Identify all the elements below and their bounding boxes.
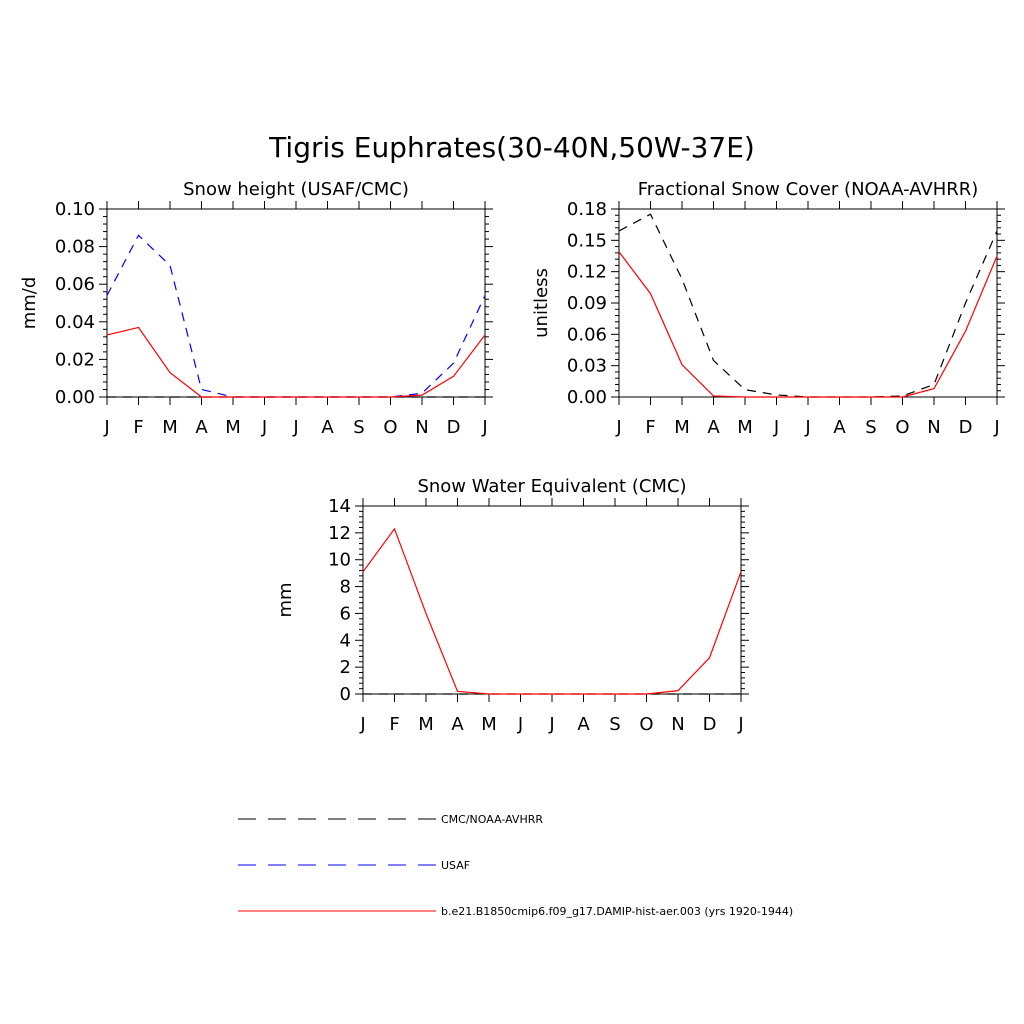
x-tick-label: J: [615, 417, 621, 438]
x-tick-label: J: [737, 714, 743, 735]
y-axis-label: unitless: [531, 268, 552, 338]
x-tick-label: O: [895, 417, 909, 438]
series-line-0: [618, 213, 998, 398]
y-tick-label: 0.06: [55, 274, 95, 295]
y-tick-label: 2: [340, 657, 351, 678]
y-tick-label: 0.08: [55, 237, 95, 258]
chart-panel-1: Fractional Snow Cover (NOAA-AVHRR) 0.00 0.…: [531, 179, 1005, 438]
y-tick-label: 12: [328, 523, 351, 544]
x-tick-label: O: [639, 714, 653, 735]
x-tick-label: D: [447, 417, 461, 438]
series-line-2: [106, 326, 486, 398]
x-tick-label: A: [707, 417, 720, 438]
x-tick-label: J: [517, 714, 523, 735]
x-tick-label: A: [577, 714, 590, 735]
x-tick-label: J: [292, 417, 298, 438]
y-tick-label: 0.02: [55, 349, 95, 370]
x-tick-label: S: [865, 417, 876, 438]
x-tick-label: D: [703, 714, 717, 735]
series-line-1: [362, 527, 742, 695]
legend: CMC/NOAA-AVHRR USAF b.e21.B1850cmip6.f09_g…: [238, 813, 793, 918]
y-axis-label: mm: [275, 582, 296, 617]
y-tick-label: 10: [328, 550, 351, 571]
y-tick-label: 0.18: [567, 199, 607, 220]
legend-label-0: CMC/NOAA-AVHRR: [441, 813, 543, 826]
y-tick-label: 0.04: [55, 312, 95, 333]
x-tick-label: J: [993, 417, 999, 438]
x-tick-label: S: [353, 417, 364, 438]
y-tick-label: 0.03: [567, 356, 607, 377]
x-tick-label: O: [383, 417, 397, 438]
y-tick-label: 0.15: [567, 230, 607, 251]
x-tick-label: M: [162, 417, 178, 438]
y-tick-label: 0.00: [55, 387, 95, 408]
x-tick-label: A: [321, 417, 334, 438]
x-tick-label: N: [671, 714, 684, 735]
x-tick-label: J: [773, 417, 779, 438]
series-line-1: [618, 251, 998, 398]
chart-panel-0: Snow height (USAF/CMC) 0.00 0.02 0.04 0.06 0.…: [19, 179, 493, 438]
panel-title: Fractional Snow Cover (NOAA-AVHRR): [638, 179, 979, 200]
y-tick-label: 0.12: [567, 262, 607, 283]
legend-label-2: b.e21.B1850cmip6.f09_g17.DAMIP-hist-aer.…: [441, 905, 793, 918]
x-tick-label: J: [804, 417, 810, 438]
x-tick-label: N: [415, 417, 428, 438]
x-tick-label: F: [133, 417, 143, 438]
x-tick-label: J: [359, 714, 365, 735]
series-line-1: [106, 234, 486, 398]
legend-label-1: USAF: [441, 859, 470, 872]
x-tick-label: J: [103, 417, 109, 438]
x-tick-label: M: [737, 417, 753, 438]
x-tick-label: F: [645, 417, 655, 438]
x-tick-label: D: [959, 417, 973, 438]
x-tick-label: M: [225, 417, 241, 438]
x-tick-label: A: [195, 417, 208, 438]
y-tick-label: 0.06: [567, 324, 607, 345]
y-tick-label: 0.00: [567, 387, 607, 408]
panel-title: Snow Water Equivalent (CMC): [417, 476, 686, 497]
x-tick-label: F: [389, 714, 399, 735]
figure-title: Tigris Euphrates(30-40N,50W-37E): [268, 131, 755, 164]
x-tick-label: N: [927, 417, 940, 438]
x-tick-label: J: [481, 417, 487, 438]
x-tick-label: M: [418, 714, 434, 735]
x-tick-label: A: [451, 714, 464, 735]
y-tick-label: 6: [340, 603, 351, 624]
y-axis-label: mm/d: [19, 277, 40, 330]
y-tick-label: 0.09: [567, 293, 607, 314]
y-tick-label: 8: [340, 577, 351, 598]
y-tick-label: 14: [328, 496, 351, 517]
x-tick-label: M: [481, 714, 497, 735]
y-tick-label: 0.10: [55, 199, 95, 220]
y-tick-label: 4: [340, 630, 351, 651]
panel-title: Snow height (USAF/CMC): [183, 179, 409, 200]
plot-frame: [106, 208, 486, 398]
x-tick-label: J: [548, 714, 554, 735]
x-tick-label: J: [261, 417, 267, 438]
x-tick-label: A: [833, 417, 846, 438]
chart-panel-2: Snow Water Equivalent (CMC) 0 2 4 6 8 10 12 14 J F…: [275, 476, 749, 735]
plot-frame: [362, 505, 742, 695]
x-tick-label: S: [609, 714, 620, 735]
x-tick-label: M: [674, 417, 690, 438]
chart-panels: Snow height (USAF/CMC) 0.00 0.02 0.04 0.06 0.…: [19, 179, 1005, 735]
plot-frame: [618, 208, 998, 398]
y-tick-label: 0: [340, 684, 351, 705]
